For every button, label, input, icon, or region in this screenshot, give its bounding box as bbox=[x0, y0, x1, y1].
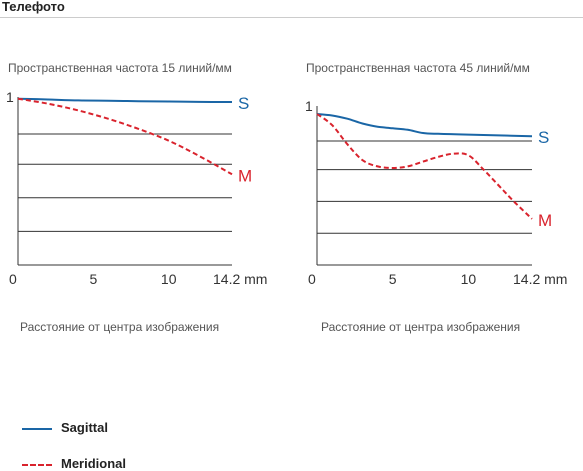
series-line-s bbox=[17, 97, 233, 103]
x-tick-label: 14.2 mm bbox=[213, 271, 267, 287]
x-axis-label: Расстояние от центра изображения bbox=[20, 320, 219, 334]
x-tick-label: 5 bbox=[89, 271, 97, 287]
x-tick-label: 10 bbox=[461, 271, 477, 287]
x-tick-label: 0 bbox=[308, 271, 316, 287]
chart-title: Пространственная частота 15 линий/мм bbox=[8, 61, 232, 75]
series-end-label: S bbox=[238, 94, 249, 113]
series-line-s bbox=[316, 113, 533, 138]
x-tick-label: 14.2 mm bbox=[513, 271, 567, 287]
legend-label-sagittal: Sagittal bbox=[61, 420, 108, 435]
chart-title: Пространственная частота 45 линий/мм bbox=[306, 61, 530, 75]
legend-label-meridional: Meridional bbox=[61, 456, 127, 471]
x-tick-label: 5 bbox=[389, 271, 397, 287]
y-tick-label: 1 bbox=[305, 98, 313, 114]
x-tick-label: 0 bbox=[9, 271, 17, 287]
series-end-label: M bbox=[538, 211, 552, 230]
page-title: Телефото bbox=[2, 0, 65, 14]
series-line-m bbox=[316, 113, 533, 220]
page-heading: Телефото bbox=[0, 0, 583, 18]
series-end-label: S bbox=[538, 128, 549, 147]
y-tick-label: 1 bbox=[6, 89, 14, 105]
legend-swatch-sagittal bbox=[22, 428, 52, 430]
x-axis-label: Расстояние от центра изображения bbox=[321, 320, 520, 334]
series-end-label: M bbox=[238, 166, 252, 185]
legend-swatch-meridional bbox=[22, 464, 52, 466]
x-tick-label: 10 bbox=[161, 271, 177, 287]
series-line-m bbox=[17, 97, 233, 176]
